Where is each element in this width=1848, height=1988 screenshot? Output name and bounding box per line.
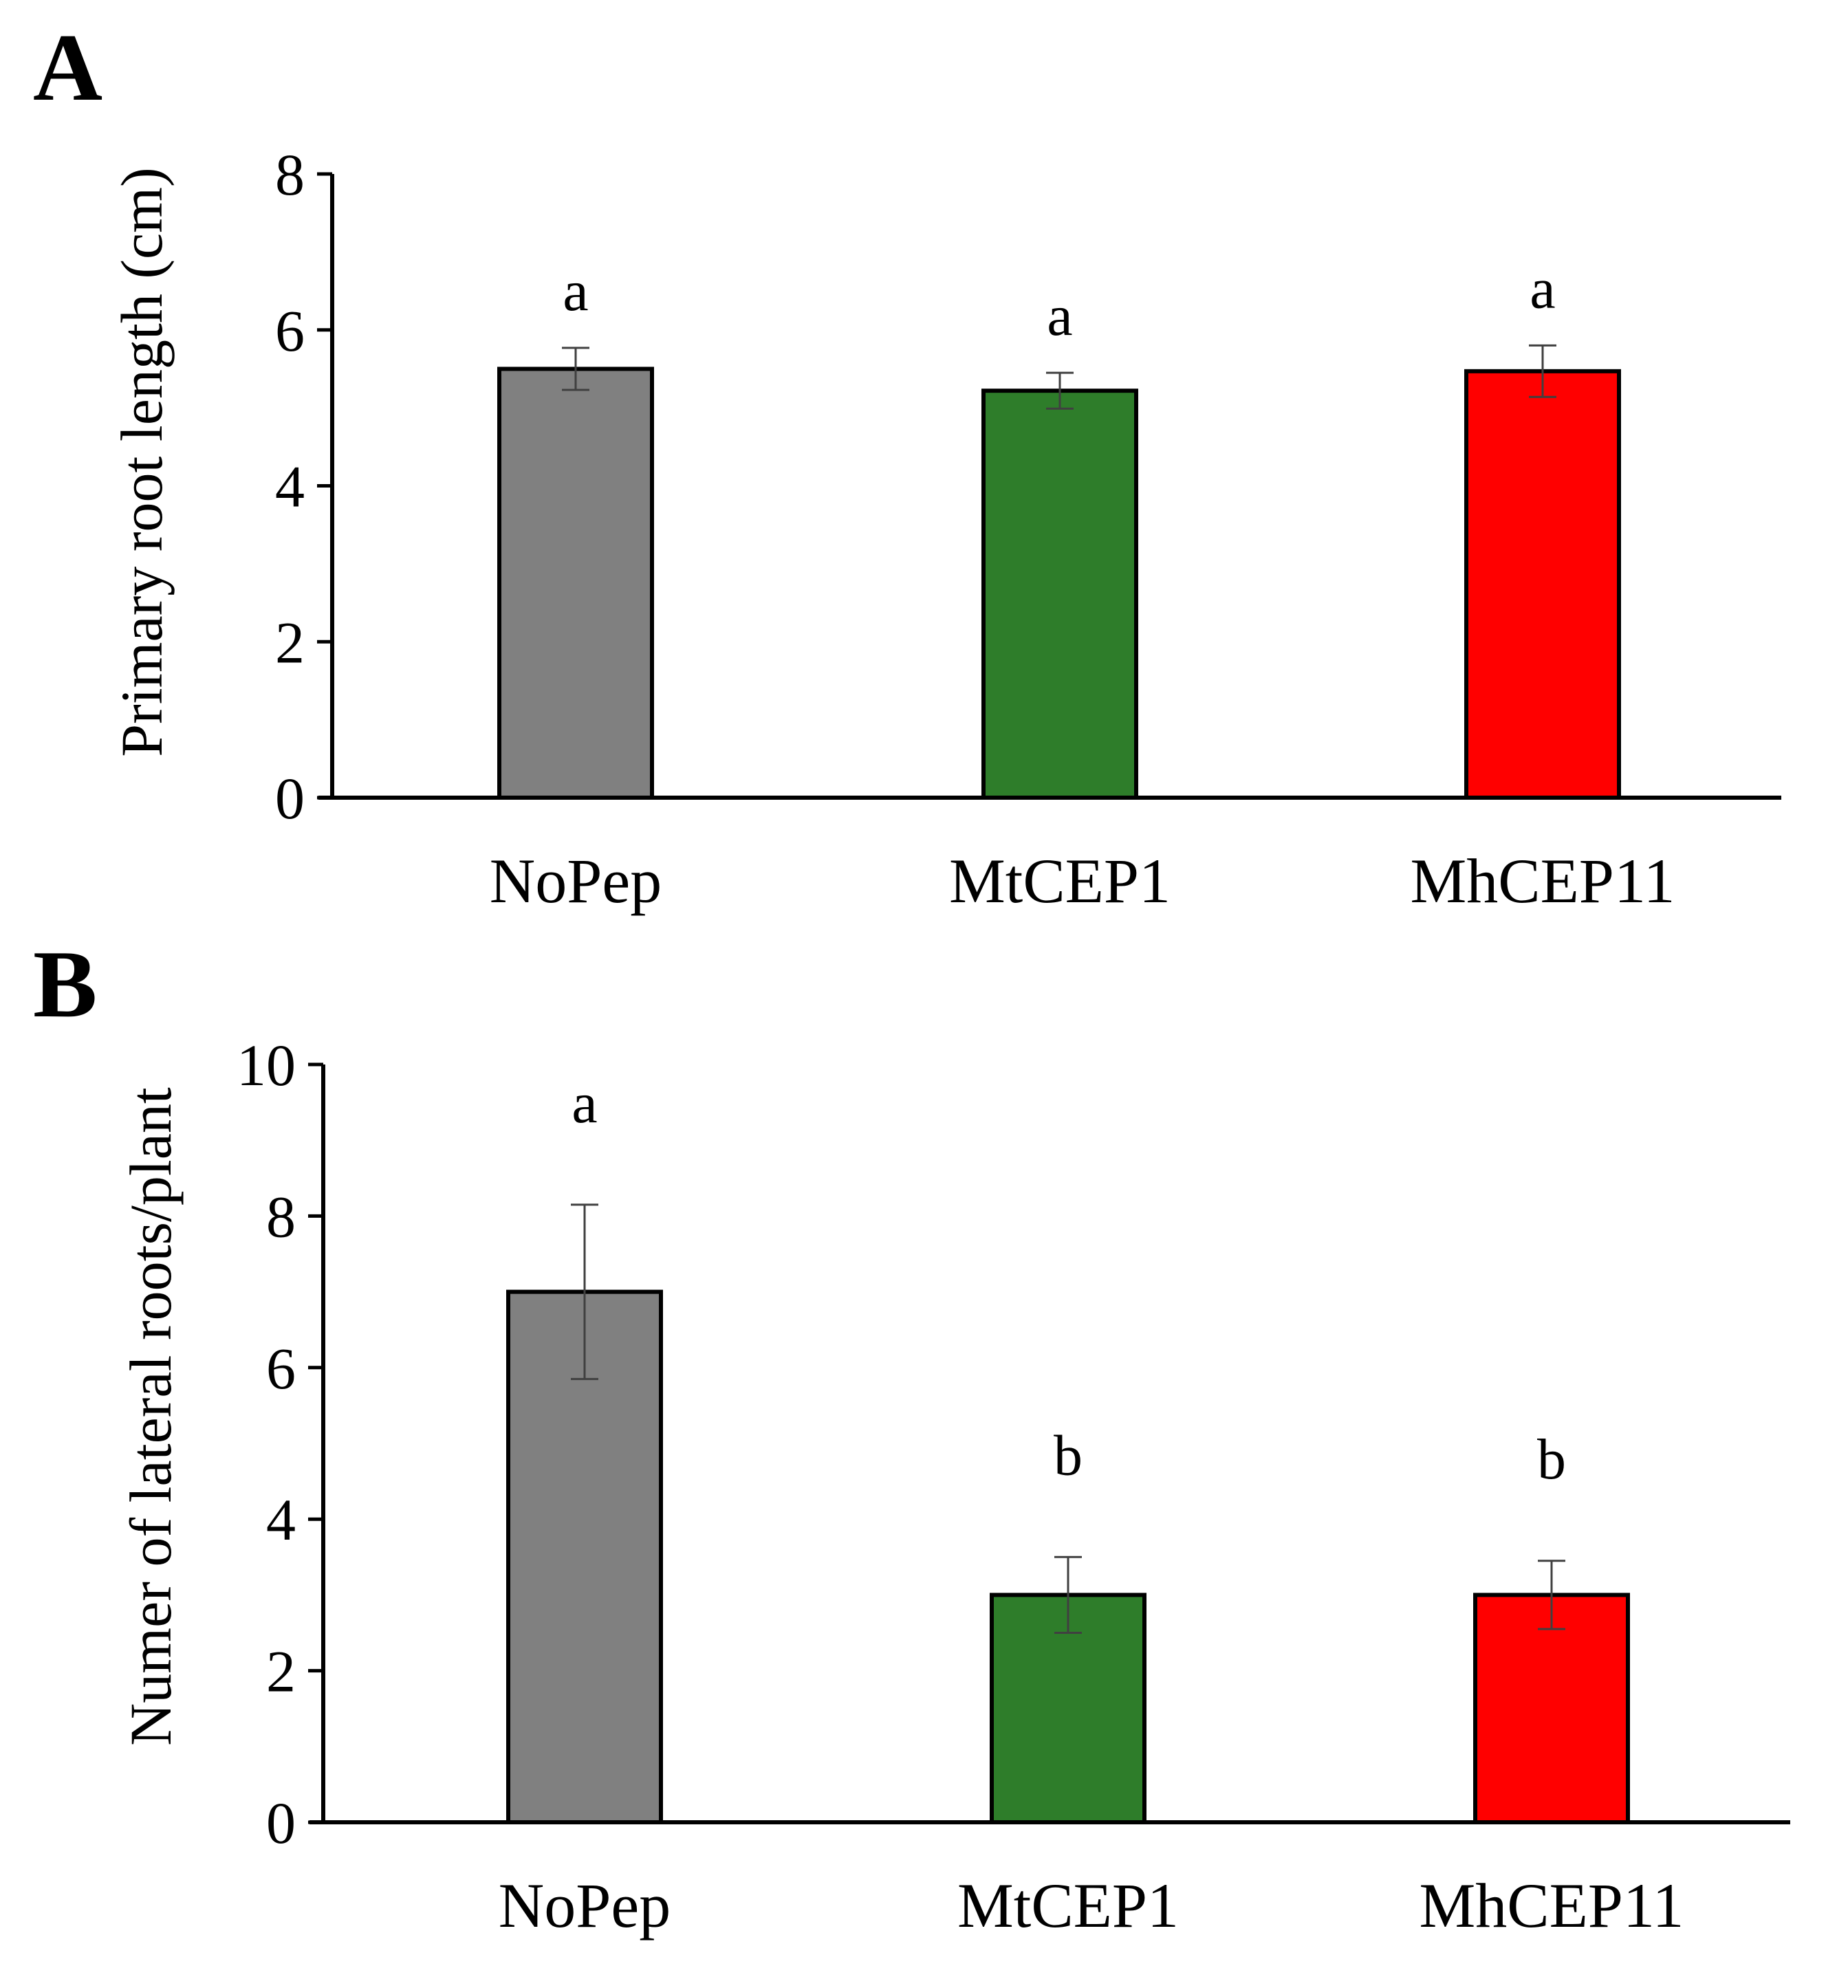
error-bar-b-nopep [571,1203,598,1380]
significance-label-a-mtcep1: a [1047,284,1072,348]
category-label-a-nopep: NoPep [490,846,662,916]
category-labels-b: NoPep MtCEP1 MhCEP11 [499,1870,1684,1941]
y-tick-label-a-2: 2 [275,609,305,675]
panel-letter-b: B [33,931,97,1038]
y-tick-label-b-0: 0 [266,1790,296,1856]
bar-a-mhcep11 [1464,369,1621,800]
y-tick-label-b-10: 10 [237,1032,296,1098]
bar-a-mtcep1 [981,389,1138,800]
panel-b: B Numer of lateral roots/plant 0 2 4 6 8 10 a… [33,931,1790,1941]
y-tick-label-a-0: 0 [275,765,305,831]
significance-label-b-nopep: a [572,1071,597,1135]
category-label-b-mhcep11: MhCEP11 [1419,1870,1684,1941]
category-label-b-nopep: NoPep [499,1870,671,1941]
error-bars-a [562,344,1556,410]
y-axis-title-b: Numer of lateral roots/plant [118,1087,184,1746]
error-bar-a-nopep [562,347,589,391]
y-ticks-a: 0 2 4 6 8 [275,142,332,831]
error-bar-a-mhcep11 [1529,344,1556,398]
significance-labels-b: a b b [572,1071,1566,1492]
significance-label-b-mtcep1: b [1054,1423,1083,1487]
significance-label-a-mhcep11: a [1530,256,1555,320]
panel-letter-a: A [33,14,102,121]
category-label-b-mtcep1: MtCEP1 [957,1870,1179,1941]
y-axis-title-a: Primary root length (cm) [109,167,175,756]
error-bar-b-mtcep1 [1054,1555,1082,1634]
y-tick-label-a-4: 4 [275,454,305,520]
bar-a-nopep [497,367,654,800]
y-tick-label-b-2: 2 [266,1639,296,1705]
significance-label-a-nopep: a [563,259,588,323]
category-labels-a: NoPep MtCEP1 MhCEP11 [490,846,1675,916]
error-bars-b [571,1203,1565,1634]
y-tick-label-a-6: 6 [275,298,305,364]
error-bar-a-mtcep1 [1046,371,1074,410]
category-label-a-mtcep1: MtCEP1 [949,846,1171,916]
y-ticks-b: 0 2 4 6 8 10 [237,1032,323,1856]
error-bar-b-mhcep11 [1538,1560,1565,1630]
bars-a [497,367,1621,800]
significance-label-b-mhcep11: b [1537,1428,1566,1492]
y-tick-label-b-4: 4 [266,1487,296,1553]
panel-a: A Primary root length (cm) 0 2 4 6 8 a a a NoP… [33,14,1781,916]
y-tick-label-a-8: 8 [275,142,305,208]
y-tick-label-b-8: 8 [266,1183,296,1249]
category-label-a-mhcep11: MhCEP11 [1410,846,1675,916]
y-tick-label-b-6: 6 [266,1335,296,1401]
